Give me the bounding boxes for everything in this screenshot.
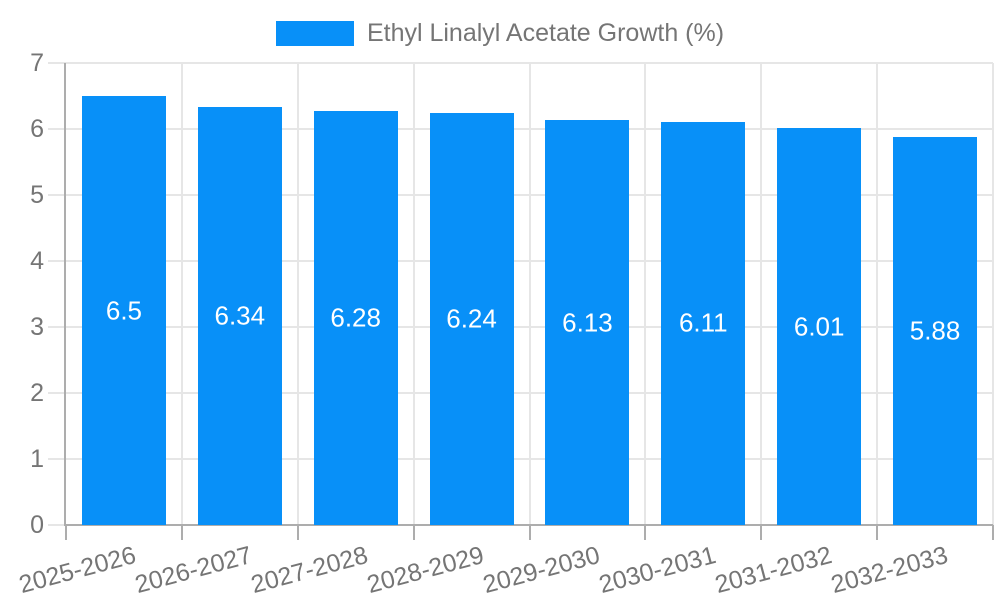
y-axis-tick-label: 7 — [30, 49, 44, 77]
bar-value-label: 6.13 — [562, 307, 613, 338]
y-axis-tick-label: 1 — [30, 445, 44, 473]
gridline-vertical — [644, 63, 647, 525]
y-axis-tick — [48, 260, 66, 262]
y-axis-tick-label: 6 — [30, 115, 44, 143]
y-axis-tick — [48, 392, 66, 394]
x-axis-tick — [528, 525, 531, 540]
chart-legend[interactable]: Ethyl Linalyl Acetate Growth (%) — [0, 19, 1000, 48]
bar[interactable]: 5.88 — [893, 136, 978, 525]
y-axis-tick-label: 2 — [30, 379, 44, 407]
y-axis-tick-label: 3 — [30, 313, 44, 341]
y-axis-tick-label: 5 — [30, 181, 44, 209]
x-axis-label: 2028-2029 — [364, 541, 487, 599]
x-axis-label: 2032-2033 — [827, 541, 951, 599]
gridline-vertical — [296, 63, 299, 525]
bar[interactable]: 6.11 — [661, 121, 746, 525]
x-axis-tick — [65, 525, 67, 540]
y-axis-tick-label: 4 — [30, 247, 44, 275]
gridline-vertical — [760, 63, 763, 525]
bar[interactable]: 6.28 — [313, 110, 398, 525]
x-axis-label: 2029-2030 — [479, 541, 603, 599]
x-axis-label: 2026-2027 — [132, 541, 256, 599]
gridline-vertical — [180, 63, 183, 525]
bar-value-label: 6.24 — [446, 303, 497, 334]
y-axis-tick — [48, 326, 66, 328]
x-axis-tick — [412, 525, 415, 540]
y-axis-tick — [48, 458, 66, 460]
x-axis-label: 2025-2026 — [16, 541, 140, 599]
bar[interactable]: 6.5 — [81, 96, 166, 525]
gridline-vertical — [876, 63, 879, 525]
bar-value-label: 6.01 — [793, 311, 845, 342]
bar-value-label: 6.28 — [330, 302, 381, 333]
y-axis-tick — [48, 194, 66, 196]
bar-value-label: 5.88 — [909, 315, 961, 346]
y-axis-tick — [48, 128, 66, 130]
gridline-vertical — [412, 63, 415, 525]
y-axis-tick — [48, 524, 66, 526]
x-axis-line — [64, 524, 993, 526]
x-axis-tick — [876, 525, 879, 540]
bar[interactable]: 6.24 — [429, 113, 514, 525]
bar-value-label: 6.11 — [678, 307, 728, 338]
x-axis-tick — [180, 525, 183, 540]
x-axis-label: 2031-2032 — [711, 541, 835, 599]
bar-value-label: 6.34 — [214, 300, 266, 331]
legend-label: Ethyl Linalyl Acetate Growth (%) — [366, 19, 725, 47]
x-axis-tick — [992, 525, 994, 540]
x-axis-label: 2027-2028 — [248, 541, 371, 599]
y-axis-tick — [48, 62, 66, 64]
legend-swatch — [275, 21, 354, 47]
y-axis-line — [64, 63, 66, 525]
x-axis-tick — [644, 525, 647, 540]
bar-value-label: 6.5 — [105, 295, 143, 325]
bar[interactable]: 6.13 — [545, 120, 630, 525]
bar[interactable]: 6.01 — [777, 128, 862, 525]
x-axis-tick — [760, 525, 763, 540]
bar[interactable]: 6.34 — [197, 106, 282, 525]
gridline-vertical — [992, 63, 994, 525]
gridline-vertical — [528, 63, 531, 525]
x-axis-tick — [296, 525, 299, 540]
y-axis-tick-label: 0 — [30, 511, 44, 539]
x-axis-label: 2030-2031 — [595, 541, 719, 599]
